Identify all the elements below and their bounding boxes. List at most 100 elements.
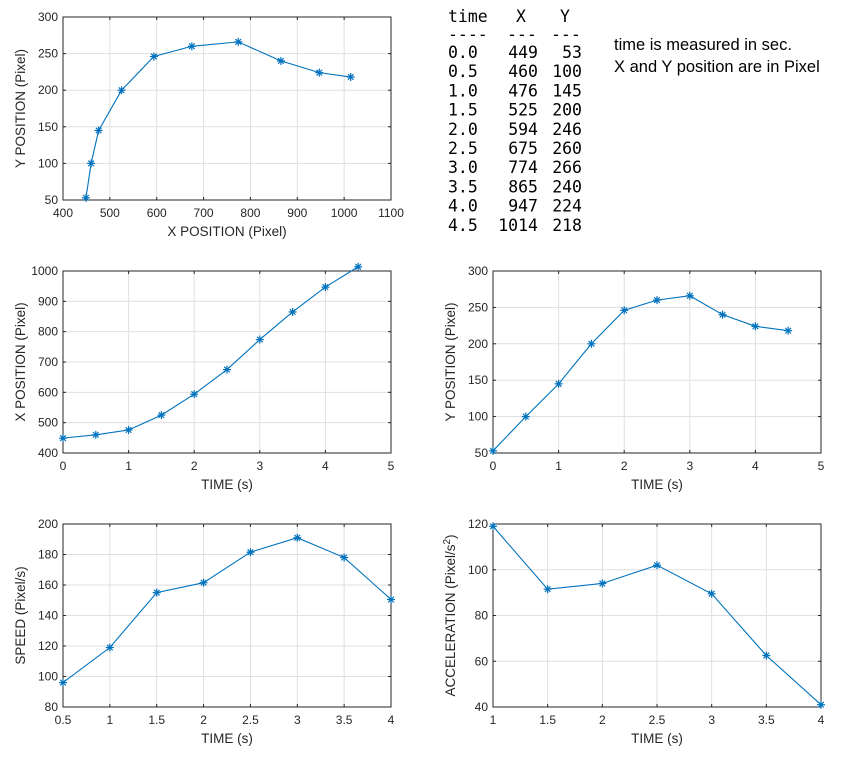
table-dash-x: --- <box>507 25 537 44</box>
x-tick-label: 3 <box>294 713 301 727</box>
y-tick-label: 150 <box>468 373 488 387</box>
table-cell-x: 476 <box>508 81 538 100</box>
x-tick-label: 1 <box>555 459 562 473</box>
data-point-marker <box>246 548 255 557</box>
x-tick-label: 4 <box>752 459 759 473</box>
x-tick-label: 1000 <box>331 206 358 220</box>
y-tick-label: 600 <box>38 385 58 399</box>
x-tick-label: 900 <box>287 206 307 220</box>
y-tick-label: 50 <box>475 446 489 460</box>
data-point-marker <box>340 553 349 562</box>
y-tick-label: 200 <box>468 337 488 351</box>
data-point-marker <box>387 595 395 604</box>
data-point-marker <box>276 56 285 65</box>
y-tick-label: 300 <box>38 10 58 24</box>
table-row: 3.5 865 240 <box>448 177 582 196</box>
data-point-marker <box>718 310 727 319</box>
y-tick-label: 200 <box>38 517 58 531</box>
table-cell-x: 594 <box>508 120 538 139</box>
x-tick-label: 3.5 <box>336 713 353 727</box>
data-point-marker <box>598 579 607 588</box>
y-tick-label: 150 <box>38 120 58 134</box>
chart-y-vs-x: 400 500 600 700 800 900 1000 1100 50 100 150 200 250… <box>13 10 404 239</box>
y-axis-label: ACCELERATION (Pixel/s2) <box>442 534 458 696</box>
table-cell-time: 3.5 <box>448 177 478 196</box>
table-cell-time: 1.5 <box>448 101 478 120</box>
x-tick-label: 800 <box>240 206 260 220</box>
note-time-unit: time is measured in sec. <box>614 36 792 54</box>
data-point-marker <box>87 159 96 168</box>
data-point-marker <box>152 588 161 597</box>
table-rows: 0.0 449 53 0.5 460 100 1.0 476 145 1.5 525 200 2.0 59… <box>448 43 582 235</box>
table-cell-y: 224 <box>552 197 582 216</box>
data-point-marker <box>521 412 530 421</box>
chart-y-vs-time: 0 1 2 3 4 5 50 100 150 200 250 300 TIME (s) Y POSITIO… <box>443 264 825 492</box>
data-point-marker <box>59 678 67 687</box>
x-tick-label: 5 <box>388 459 395 473</box>
axes-frame <box>492 270 822 454</box>
x-tick-label: 2.5 <box>242 713 259 727</box>
data-point-marker <box>157 411 166 420</box>
y-tick-label: 120 <box>468 517 488 531</box>
table-cell-time: 4.0 <box>448 197 478 216</box>
series-line <box>62 266 359 439</box>
table-cell-time: 2.5 <box>448 139 478 158</box>
x-tick-label: 1.5 <box>148 713 165 727</box>
data-point-marker <box>223 365 231 374</box>
y-tick-label: 80 <box>475 609 489 623</box>
table-cell-y: 240 <box>552 177 582 196</box>
x-tick-label: 0.5 <box>55 713 72 727</box>
x-tick-label: 2 <box>200 713 207 727</box>
data-point-marker <box>59 434 67 443</box>
table-row: 1.5 525 200 <box>448 101 582 120</box>
table-cell-y: 218 <box>552 216 582 235</box>
table-row: 3.0 774 266 <box>448 158 582 177</box>
table-cell-time: 1.0 <box>448 81 478 100</box>
data-point-marker <box>149 52 158 61</box>
x-tick-label: 0 <box>60 459 67 473</box>
y-tick-label: 900 <box>38 294 58 308</box>
x-tick-label: 0 <box>490 459 497 473</box>
data-point-marker <box>762 651 771 660</box>
x-tick-label: 5 <box>818 459 825 473</box>
y-axis-label: Y POSITION (Pixel) <box>443 302 458 421</box>
y-tick-label: 100 <box>468 563 488 577</box>
data-point-marker <box>354 262 363 271</box>
x-tick-label: 3.5 <box>758 713 775 727</box>
x-axis-label: TIME (s) <box>631 477 683 492</box>
x-tick-label: 1 <box>490 713 497 727</box>
table-cell-y: 100 <box>552 62 582 81</box>
y-tick-label: 50 <box>45 193 59 207</box>
x-axis-label: TIME (s) <box>201 477 253 492</box>
data-point-marker <box>685 291 694 300</box>
data-point-marker <box>489 522 497 531</box>
table-cell-y: 53 <box>562 43 582 62</box>
y-axis-label: SPEED (Pixel/s) <box>13 566 28 664</box>
data-point-marker <box>653 561 661 570</box>
table-cell-y: 260 <box>552 139 582 158</box>
x-tick-label: 3 <box>686 459 693 473</box>
y-tick-label: 160 <box>38 578 58 592</box>
table-cell-x: 865 <box>508 177 538 196</box>
y-axis-label: Y POSITION (Pixel) <box>13 49 28 168</box>
data-point-marker <box>117 86 126 95</box>
table-cell-x: 1014 <box>498 216 538 235</box>
x-tick-label: 1 <box>125 459 132 473</box>
table-cell-y: 145 <box>552 81 582 100</box>
data-point-marker <box>81 193 90 202</box>
data-point-marker <box>707 589 716 598</box>
y-tick-label: 100 <box>468 410 488 424</box>
y-tick-label: 100 <box>38 156 58 170</box>
table-row: 4.5 1014 218 <box>448 216 582 235</box>
data-point-marker <box>489 446 497 455</box>
data-point-marker <box>751 322 760 331</box>
data-point-marker <box>346 73 355 82</box>
table-cell-x: 449 <box>508 43 538 62</box>
y-tick-label: 200 <box>38 83 58 97</box>
data-point-marker <box>784 326 793 335</box>
x-tick-label: 400 <box>53 206 73 220</box>
y-tick-label: 40 <box>475 700 489 714</box>
data-point-marker <box>293 533 302 542</box>
data-point-marker <box>587 339 596 348</box>
x-tick-label: 500 <box>100 206 120 220</box>
